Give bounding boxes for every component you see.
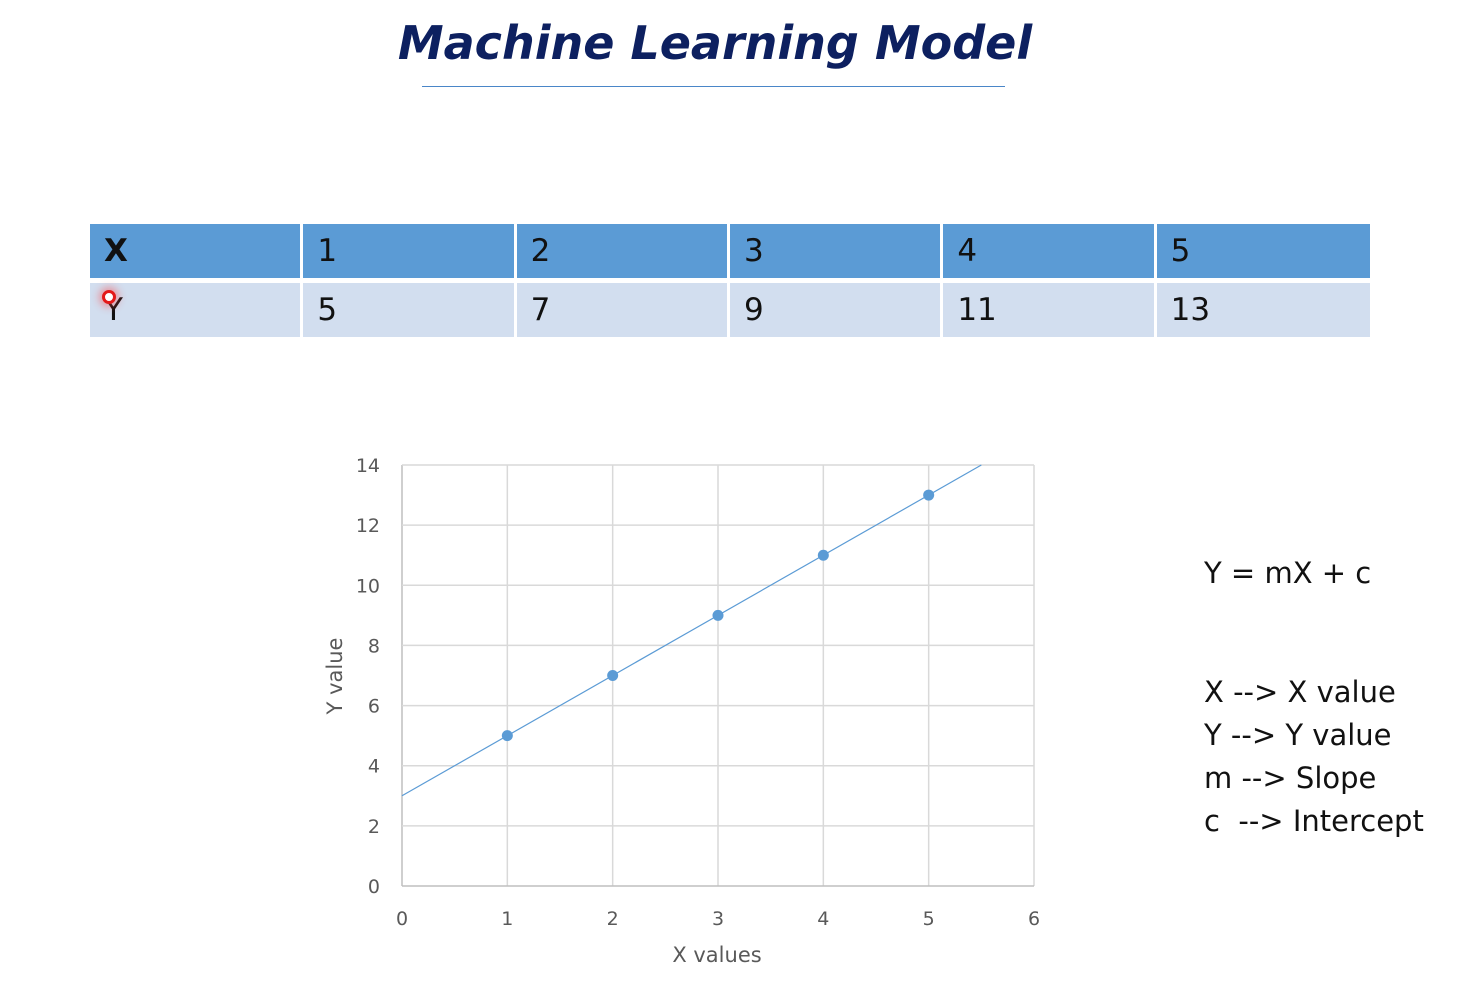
table-cell-x-5: 5 <box>1156 224 1370 278</box>
table-row-x: X 1 2 3 4 5 <box>90 224 1370 278</box>
trendline <box>401 464 982 797</box>
table-row-y-label: Y <box>90 283 304 337</box>
y-tick-label-14: 14 <box>356 455 380 477</box>
y-tick-label-12: 12 <box>356 515 380 537</box>
x-tick-label-6: 6 <box>1028 908 1040 930</box>
y-axis-label: Y value <box>323 638 347 716</box>
chart-points <box>501 489 935 742</box>
x-tick-label-1: 1 <box>501 908 513 930</box>
y-tick-label-6: 6 <box>368 696 380 718</box>
chart-trendline <box>401 464 982 797</box>
equation-text: Y = mX + c <box>1204 556 1372 590</box>
xy-data-table: X 1 2 3 4 5 Y 5 7 9 11 13 <box>90 224 1370 337</box>
table-row-y: Y 5 7 9 11 13 <box>90 283 1370 337</box>
x-tick-label-3: 3 <box>712 908 724 930</box>
page-title: Machine Learning Model <box>397 16 1033 70</box>
y-axis-ticks: 0 2 4 6 8 10 12 14 <box>356 455 380 898</box>
x-tick-label-2: 2 <box>607 908 619 930</box>
x-tick-label-0: 0 <box>396 908 408 930</box>
data-point-5 <box>923 489 935 501</box>
data-point-1 <box>501 730 513 742</box>
table-cell-x-4: 4 <box>943 224 1157 278</box>
y-tick-label-8: 8 <box>368 635 380 657</box>
legend-line-x: X --> X value <box>1204 675 1396 709</box>
y-tick-label-0: 0 <box>368 876 380 898</box>
x-tick-label-5: 5 <box>923 908 935 930</box>
x-axis-label: X values <box>672 943 761 967</box>
data-point-3 <box>712 609 724 621</box>
data-point-2 <box>607 670 619 681</box>
legend-line-c: c --> Intercept <box>1204 804 1424 838</box>
table-header-x-label: X <box>90 224 304 278</box>
table-cell-y-1: 5 <box>303 283 517 337</box>
y-tick-label-2: 2 <box>368 816 380 838</box>
table-cell-x-3: 3 <box>729 224 944 278</box>
y-tick-label-10: 10 <box>356 575 380 597</box>
table-cell-x-1: 1 <box>303 224 517 278</box>
legend-line-y: Y --> Y value <box>1204 718 1392 752</box>
data-point-4 <box>817 549 829 561</box>
x-axis-ticks: 0 1 2 3 4 5 6 <box>396 908 1040 930</box>
table-cell-y-5: 13 <box>1156 283 1370 337</box>
title-underline <box>422 86 1005 87</box>
x-tick-label-4: 4 <box>817 908 829 930</box>
legend-line-m: m --> Slope <box>1204 761 1377 795</box>
table-cell-y-4: 11 <box>943 283 1157 337</box>
chart-grid <box>401 464 1035 887</box>
y-tick-label-4: 4 <box>368 756 380 778</box>
pointer-cursor-icon <box>102 290 116 304</box>
table-cell-x-2: 2 <box>516 224 730 278</box>
table-cell-y-2: 7 <box>516 283 730 337</box>
table-cell-y-3: 9 <box>729 283 944 337</box>
